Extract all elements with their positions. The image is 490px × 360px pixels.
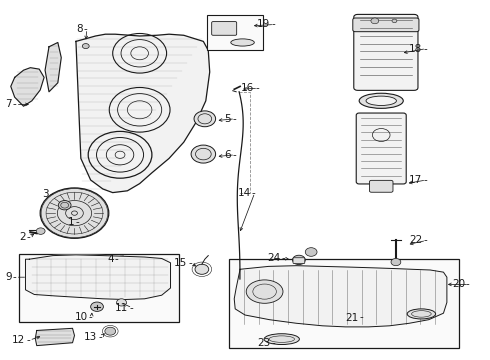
Text: -: - <box>115 254 119 264</box>
Text: 15: 15 <box>174 258 187 268</box>
Text: 1: 1 <box>68 217 74 228</box>
Text: -: - <box>423 44 427 54</box>
Polygon shape <box>45 42 61 92</box>
Text: 7: 7 <box>5 99 12 109</box>
Text: 5: 5 <box>224 114 231 124</box>
Text: 19: 19 <box>257 19 270 30</box>
Text: 18: 18 <box>409 44 422 54</box>
Text: -: - <box>129 303 133 313</box>
Circle shape <box>194 111 216 127</box>
Text: 24: 24 <box>267 253 280 264</box>
FancyBboxPatch shape <box>353 18 419 32</box>
Circle shape <box>305 248 317 256</box>
Text: 21: 21 <box>345 312 359 323</box>
Text: -: - <box>423 175 427 185</box>
Circle shape <box>40 188 109 238</box>
Text: -: - <box>423 235 427 246</box>
Text: 17: 17 <box>409 175 422 185</box>
Text: 4: 4 <box>107 254 114 264</box>
Text: 9: 9 <box>5 272 12 282</box>
Polygon shape <box>25 255 171 300</box>
Text: -: - <box>98 332 102 342</box>
Text: 2: 2 <box>19 232 25 242</box>
Text: 8: 8 <box>76 24 83 34</box>
Text: 3: 3 <box>42 189 49 199</box>
Text: 13: 13 <box>84 332 98 342</box>
Polygon shape <box>234 266 447 327</box>
Polygon shape <box>11 68 44 106</box>
Text: 12: 12 <box>12 335 25 345</box>
Text: -: - <box>13 99 17 109</box>
Text: -: - <box>13 272 17 282</box>
Bar <box>229 259 459 348</box>
Text: 6: 6 <box>224 150 231 160</box>
Circle shape <box>371 18 379 24</box>
Text: 16: 16 <box>241 83 254 93</box>
Text: -: - <box>89 312 93 322</box>
Text: -: - <box>360 312 364 323</box>
Ellipse shape <box>359 93 403 108</box>
Circle shape <box>195 264 209 274</box>
Ellipse shape <box>264 334 299 345</box>
Text: 22: 22 <box>409 235 422 246</box>
Polygon shape <box>76 34 210 193</box>
Circle shape <box>82 44 89 49</box>
Text: -: - <box>252 188 256 198</box>
Text: 23: 23 <box>257 338 270 348</box>
Bar <box>19 254 179 322</box>
Circle shape <box>191 145 216 163</box>
Text: -: - <box>49 189 53 199</box>
Text: 14: 14 <box>238 188 251 198</box>
Text: -: - <box>26 335 30 345</box>
Polygon shape <box>35 328 74 346</box>
Ellipse shape <box>407 309 436 319</box>
Ellipse shape <box>246 280 283 303</box>
Text: -: - <box>255 83 259 93</box>
Text: -: - <box>271 19 275 30</box>
Text: -: - <box>271 338 275 348</box>
Circle shape <box>293 255 305 265</box>
Circle shape <box>105 327 116 335</box>
Text: 11: 11 <box>115 303 128 313</box>
Text: -: - <box>84 24 88 34</box>
Circle shape <box>392 19 397 23</box>
Ellipse shape <box>366 96 396 105</box>
Circle shape <box>36 228 45 234</box>
Circle shape <box>117 299 126 306</box>
Text: -: - <box>26 232 30 242</box>
Text: -: - <box>232 150 236 160</box>
FancyBboxPatch shape <box>356 113 406 184</box>
Text: -: - <box>75 217 79 228</box>
FancyBboxPatch shape <box>369 180 393 192</box>
FancyBboxPatch shape <box>293 258 305 264</box>
Text: -: - <box>232 114 236 124</box>
FancyBboxPatch shape <box>354 14 418 90</box>
Bar <box>207 15 263 50</box>
Text: -: - <box>466 279 470 289</box>
Text: 10: 10 <box>74 312 88 322</box>
Circle shape <box>91 302 103 311</box>
Circle shape <box>58 201 71 210</box>
Ellipse shape <box>231 39 254 46</box>
Text: -: - <box>281 253 285 264</box>
Circle shape <box>391 258 401 266</box>
FancyBboxPatch shape <box>212 22 237 35</box>
Text: -: - <box>188 258 192 268</box>
Text: 20: 20 <box>452 279 465 289</box>
